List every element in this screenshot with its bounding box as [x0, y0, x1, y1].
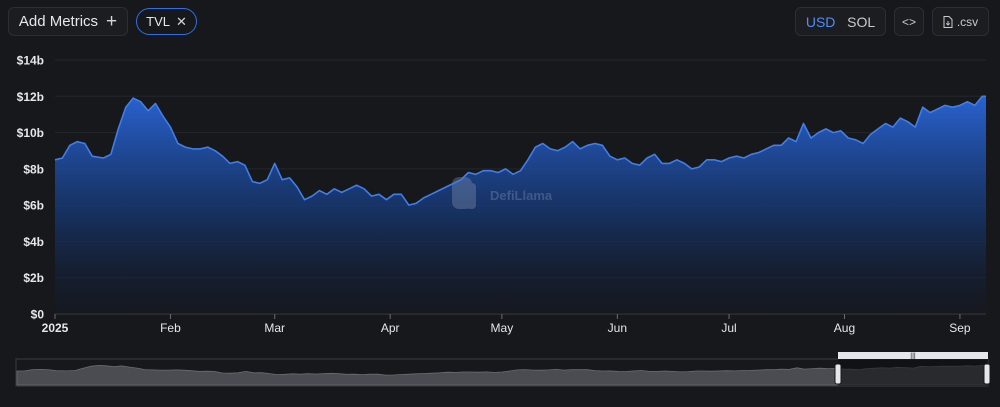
- defillama-watermark: DefiLlama: [452, 177, 553, 209]
- x-tick-label: Jul: [721, 321, 736, 335]
- x-tick-label: Apr: [381, 321, 400, 335]
- y-axis: $0 $2b $4b $6b $8b $10b $12b $14b: [17, 54, 45, 322]
- y-tick-label: $0: [31, 308, 45, 322]
- x-tick-label: Jun: [608, 321, 627, 335]
- x-tick-label: May: [491, 321, 514, 335]
- y-tick-label: $14b: [17, 54, 44, 68]
- y-tick-label: $10b: [17, 126, 44, 140]
- embed-button[interactable]: <>: [894, 7, 924, 36]
- download-csv-button[interactable]: .csv: [932, 7, 989, 36]
- tvl-area-chart[interactable]: $0 $2b $4b $6b $8b $10b $12b $14b 2025 Feb Mar Apr…: [0, 42, 1000, 342]
- x-tick-label: Feb: [160, 321, 181, 335]
- add-metrics-label: Add Metrics: [18, 13, 99, 30]
- plus-icon: +: [106, 11, 118, 32]
- x-axis: 2025 Feb Mar Apr May Jun Jul Aug Sep: [42, 314, 971, 335]
- y-tick-label: $4b: [23, 235, 44, 249]
- metric-chip-label: TVL: [146, 14, 170, 29]
- x-tick-label: 2025: [42, 321, 69, 335]
- defillama-logo-icon: [452, 177, 476, 209]
- metric-chip-tvl[interactable]: TVL ✕: [136, 8, 197, 35]
- brush-handle-right[interactable]: [983, 363, 991, 385]
- currency-toggle: USD SOL: [795, 7, 886, 36]
- x-tick-label: Sep: [949, 321, 971, 335]
- currency-option-usd[interactable]: USD: [805, 13, 836, 30]
- tvl-series-line: [54, 95, 986, 206]
- watermark-text: DefiLlama: [490, 188, 553, 203]
- x-tick-label: Mar: [264, 321, 285, 335]
- brush-selection[interactable]: [838, 354, 988, 386]
- csv-label: .csv: [956, 14, 979, 29]
- close-icon[interactable]: ✕: [175, 13, 187, 29]
- chart-toolbar: Add Metrics + TVL ✕ USD SOL <> .csv: [0, 0, 1000, 42]
- code-icon: <>: [901, 14, 916, 29]
- x-tick-label: Aug: [834, 321, 855, 335]
- y-tick-label: $2b: [23, 271, 44, 285]
- tvl-area-fill: [55, 96, 986, 314]
- range-brush[interactable]: |||: [0, 348, 1000, 390]
- brush-handle-left[interactable]: [834, 363, 842, 385]
- brush-grip-icon: |||: [910, 353, 916, 360]
- file-download-icon: [943, 15, 953, 28]
- y-tick-label: $12b: [17, 90, 44, 104]
- currency-option-sol[interactable]: SOL: [847, 13, 876, 30]
- brush-selection-bar[interactable]: [838, 352, 988, 359]
- y-tick-label: $6b: [23, 199, 44, 213]
- y-tick-label: $8b: [23, 162, 44, 176]
- add-metrics-button[interactable]: Add Metrics +: [8, 7, 128, 36]
